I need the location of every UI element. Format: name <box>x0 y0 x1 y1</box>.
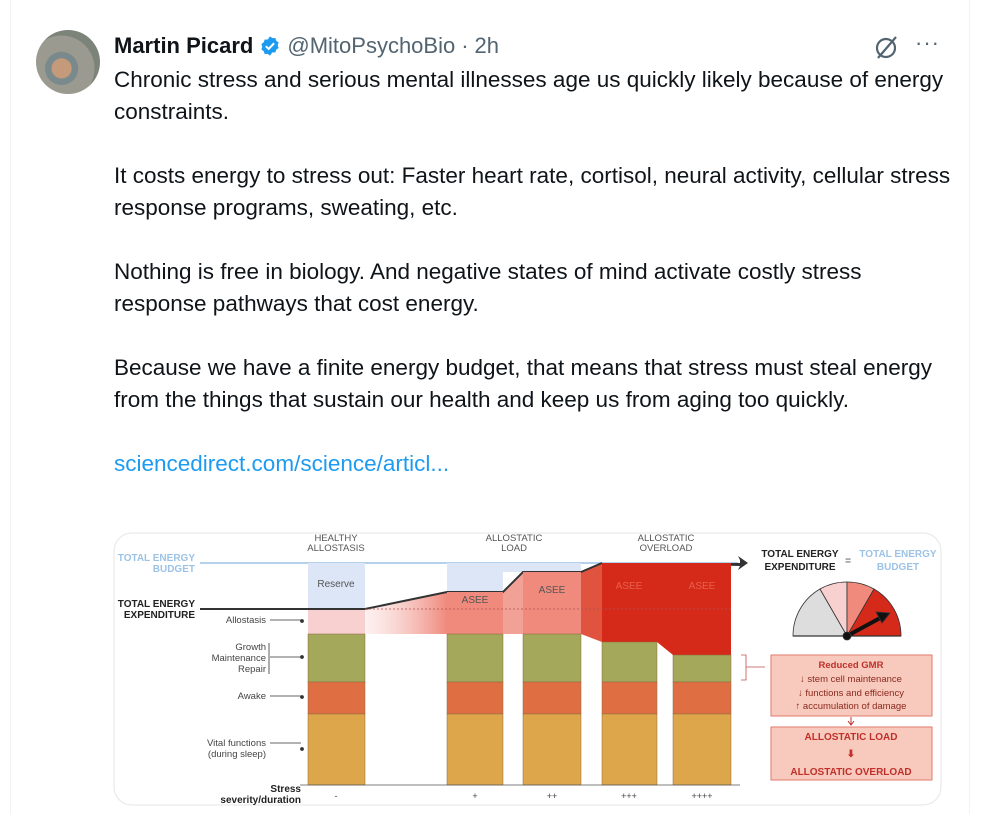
energy-diagram: TOTAL ENERGY BUDGET TOTAL ENERGY EXPENDI… <box>113 532 942 806</box>
author-name[interactable]: Martin Picard <box>114 33 254 58</box>
bracket <box>741 654 765 681</box>
gmr-title: Reduced GMR <box>819 660 884 671</box>
stress-level: + <box>472 791 477 801</box>
stress-label: Stress <box>270 784 301 795</box>
asee-label: ASEE <box>689 581 716 592</box>
asee-label: ASEE <box>462 595 489 606</box>
layer-bars <box>307 633 732 786</box>
more-options-icon[interactable]: ··· <box>915 30 940 55</box>
article-link[interactable]: sciencedirect.com/science/articl... <box>114 451 450 476</box>
avatar[interactable] <box>36 30 100 94</box>
vital-label: (during sleep) <box>208 749 266 760</box>
equation-right: TOTAL ENERGY <box>859 549 937 560</box>
stress-label: severity/duration <box>220 795 301 806</box>
gauge-icon <box>792 581 902 641</box>
gmr-line: ↑ accumulation of damage <box>796 701 907 712</box>
awake-label: Awake <box>238 691 266 702</box>
equation-left: EXPENDITURE <box>764 562 835 573</box>
budget-label: TOTAL ENERGY <box>118 553 196 564</box>
outcome-line: ALLOSTATIC OVERLOAD <box>790 767 911 778</box>
asee-label: ASEE <box>616 581 643 592</box>
stage-header: LOAD <box>501 543 527 554</box>
verified-badge-icon <box>261 36 279 56</box>
gmr-label: Repair <box>238 664 266 675</box>
reserve-bar <box>503 563 581 572</box>
reserve-bar <box>447 563 503 592</box>
gmr-line: ↓ functions and efficiency <box>798 688 904 699</box>
connector <box>581 563 602 642</box>
gmr-box <box>770 654 933 717</box>
budget-label: BUDGET <box>153 564 195 575</box>
expenditure-label: TOTAL ENERGY <box>118 599 196 610</box>
equation-left: TOTAL ENERGY <box>761 549 839 560</box>
stage-header: HEALTHY <box>314 533 358 544</box>
equation-right: BUDGET <box>877 562 919 573</box>
tweet-image[interactable]: TOTAL ENERGY BUDGET TOTAL ENERGY EXPENDI… <box>113 532 943 806</box>
stage-header: OVERLOAD <box>640 543 693 554</box>
stage-header: ALLOSTATIC <box>638 533 695 544</box>
outcome-box <box>770 726 933 781</box>
vital-label: Vital functions <box>207 738 266 749</box>
grok-icon[interactable] <box>872 33 900 61</box>
equation-equals: = <box>845 556 851 567</box>
stage-header: ALLOSTATIC <box>486 533 543 544</box>
stage-header: ALLOSTASIS <box>307 543 364 554</box>
outcome-line: ALLOSTATIC LOAD <box>805 732 898 743</box>
reserve-bar <box>308 563 365 610</box>
stress-level: ++ <box>547 791 558 801</box>
asee-bar <box>523 572 581 634</box>
author-handle[interactable]: @MitoPsychoBio <box>287 33 456 58</box>
asee-bar <box>602 563 657 642</box>
tweet-header: Martin Picard @MitoPsychoBio · 2h <box>114 30 499 62</box>
gmr-line: ↓ stem cell maintenance <box>800 674 902 685</box>
expenditure-label: EXPENDITURE <box>124 610 195 621</box>
allostasis-label: Allostasis <box>226 615 266 626</box>
stress-level: +++ <box>621 791 637 801</box>
arrow-down-icon <box>847 717 855 726</box>
paragraph: Nothing is free in biology. And negative… <box>114 259 862 316</box>
tweet-text: Chronic stress and serious mental illnes… <box>114 64 954 512</box>
gmr-label: Growth <box>235 642 266 653</box>
asee-bar <box>447 592 503 634</box>
arrow-down-icon: ⬇ <box>847 749 855 760</box>
allostasis-bar <box>308 610 365 634</box>
connector <box>365 592 447 634</box>
tweet-card <box>10 0 970 814</box>
reserve-label: Reserve <box>317 579 355 590</box>
separator: · <box>461 33 469 58</box>
timestamp[interactable]: 2h <box>474 33 500 58</box>
paragraph: It costs energy to stress out: Faster he… <box>114 163 951 220</box>
stress-level: - <box>335 791 338 801</box>
stress-level: ++++ <box>691 791 712 801</box>
asee-label: ASEE <box>539 585 566 596</box>
paragraph: Because we have a finite energy budget, … <box>114 355 932 412</box>
gmr-label: Maintenance <box>212 653 266 664</box>
paragraph: Chronic stress and serious mental illnes… <box>114 67 944 124</box>
